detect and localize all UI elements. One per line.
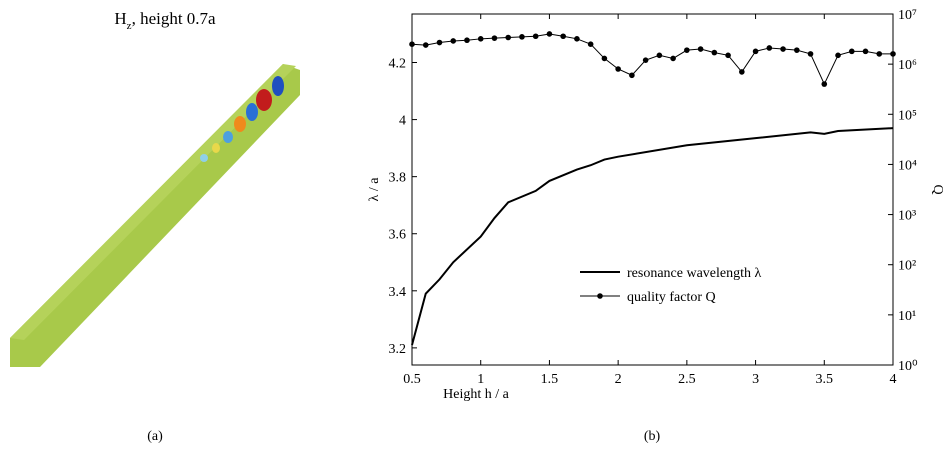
series-marker: [642, 57, 649, 63]
series-marker: [519, 34, 525, 40]
series-marker: [574, 36, 580, 42]
caption: (a): [147, 429, 163, 444]
series-marker: [656, 52, 663, 59]
field-lobe: [200, 154, 208, 162]
y2-tick-label: 10⁴: [898, 158, 917, 173]
series-marker: [601, 55, 608, 62]
series-marker: [890, 51, 896, 57]
y-tick-label: 3.4: [389, 285, 407, 300]
series-marker: [862, 48, 869, 55]
series-marker: [848, 48, 855, 55]
series-marker: [505, 34, 512, 41]
series-marker: [711, 49, 718, 56]
y-axis-label: λ / a: [367, 177, 382, 202]
x-tick-label: 3: [752, 372, 759, 387]
field-lobe: [256, 89, 272, 111]
plot-frame: [411, 13, 894, 366]
y2-tick-label: 10³: [898, 209, 916, 224]
y-tick-label: 3.2: [389, 342, 407, 357]
x-tick-label: 1: [477, 372, 484, 387]
series-marker: [615, 66, 621, 72]
series-marker: [739, 69, 745, 75]
x-tick-label: 3.5: [816, 372, 834, 387]
series-marker: [477, 36, 484, 42]
y-tick-label: 4.2: [389, 57, 407, 72]
y-tick-label: 3.8: [389, 171, 407, 186]
legend-label: resonance wavelength λ: [627, 266, 761, 281]
series-marker: [560, 33, 566, 40]
x-axis-label: Height h / a: [443, 387, 509, 402]
series-marker: [532, 33, 539, 40]
series-marker: [780, 46, 786, 52]
series-marker: [725, 52, 731, 59]
field-lobe: [246, 103, 258, 121]
x-tick-label: 2.5: [678, 372, 696, 387]
field-lobe: [223, 131, 233, 143]
field-lobe: [234, 116, 246, 132]
series-line: [411, 127, 894, 346]
panel-a: Hz, height 0.7a (a): [10, 9, 300, 444]
series-marker: [876, 51, 883, 57]
legend-marker: [597, 293, 603, 299]
series-marker: [422, 42, 429, 48]
series-marker: [752, 48, 759, 55]
series-marker: [546, 31, 553, 37]
caption: (b): [644, 429, 661, 444]
series-line: [411, 33, 893, 86]
series-marker: [629, 72, 635, 79]
series-marker: [450, 38, 457, 44]
panel-a-title: Hz, height 0.7a: [114, 9, 216, 32]
x-tick-label: 2: [615, 372, 622, 387]
title-part: , height 0.7a: [132, 9, 216, 28]
series-marker: [684, 47, 690, 53]
title-part: H: [114, 9, 126, 28]
series-marker: [794, 47, 800, 53]
series-marker: [409, 41, 415, 47]
x-tick-label: 4: [890, 372, 897, 387]
series-marker: [821, 81, 828, 87]
y2-tick-label: 10²: [898, 259, 916, 274]
y-tick-label: 3.6: [389, 228, 407, 243]
series-marker: [670, 55, 676, 62]
y2-tick-label: 10⁶: [898, 58, 917, 73]
series-marker: [464, 37, 470, 44]
x-tick-label: 0.5: [403, 372, 421, 387]
y2-tick-label: 10⁷: [898, 8, 917, 23]
title-subscript: z: [127, 20, 132, 32]
series-marker: [835, 52, 841, 59]
x-tick-label: 1.5: [541, 372, 559, 387]
y2-tick-label: 10⁵: [898, 108, 917, 123]
legend-label: quality factor Q: [627, 290, 716, 305]
series-marker: [436, 39, 443, 46]
field-lobe: [272, 76, 284, 96]
series-marker: [491, 35, 498, 41]
y2-tick-label: 10⁰: [898, 359, 918, 374]
y-tick-label: 4: [399, 114, 406, 129]
series-marker: [766, 45, 773, 51]
y2-axis-label: Q: [930, 184, 944, 194]
series-marker: [587, 41, 594, 47]
series-marker: [807, 51, 814, 57]
series-marker: [697, 46, 704, 52]
field-lobe: [212, 143, 220, 153]
y2-tick-label: 10¹: [898, 309, 916, 324]
